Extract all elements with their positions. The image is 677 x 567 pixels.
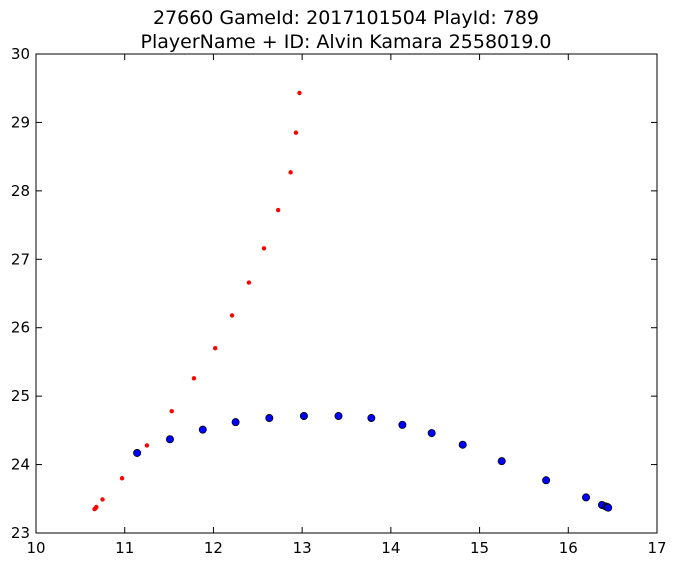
y-tick-labels: 23 24 25 26 27 28 29 30: [11, 45, 30, 542]
y-tick-label: 30: [11, 45, 30, 63]
data-point-dot: [144, 443, 150, 448]
data-point-circle: [198, 425, 207, 434]
x-tick-label: 16: [559, 539, 578, 557]
data-point-circle: [604, 503, 613, 512]
data-point-dot: [100, 497, 105, 502]
data-point-dot: [293, 130, 299, 135]
y-tick-label: 25: [11, 387, 30, 405]
data-point-dot: [246, 280, 252, 285]
x-tick-label: 15: [470, 539, 489, 557]
data-point-circle: [497, 457, 506, 466]
data-points: [92, 90, 613, 512]
x-tick-label: 13: [293, 539, 312, 557]
data-point-dot: [169, 408, 174, 414]
x-tick-label: 11: [115, 539, 134, 557]
data-point-circle: [458, 440, 467, 449]
chart-title-line-1: 27660 GameId: 2017101504 PlayId: 789: [153, 7, 539, 29]
y-tick-label: 26: [11, 319, 30, 337]
data-point-dot: [92, 506, 97, 512]
x-tick-label: 10: [26, 539, 45, 557]
x-tick-label: 14: [381, 539, 400, 557]
data-point-dot: [119, 476, 125, 481]
data-point-circle: [299, 411, 308, 420]
data-point-circle: [334, 411, 343, 420]
data-point-circle: [231, 418, 240, 427]
data-point-dot: [229, 313, 235, 318]
x-tick-label: 12: [204, 539, 223, 557]
data-point-dot: [297, 90, 302, 96]
y-tick-label: 29: [11, 113, 30, 131]
data-point-circle: [398, 420, 407, 429]
data-point-dot: [288, 170, 293, 175]
chart-title-line-2: PlayerName + ID: Alvin Kamara 2558019.0: [141, 31, 552, 53]
data-point-dot: [191, 376, 197, 381]
axis-ticks: [35, 53, 658, 534]
data-point-dot: [213, 346, 218, 351]
data-point-circle: [367, 414, 376, 423]
y-tick-label: 24: [11, 456, 30, 474]
series-1: [133, 411, 613, 512]
data-point-dot: [275, 207, 281, 213]
data-point-circle: [265, 414, 274, 423]
data-point-circle: [133, 448, 142, 457]
data-point-circle: [542, 476, 551, 485]
x-tick-label: 17: [647, 539, 666, 557]
y-tick-label: 28: [11, 182, 30, 200]
y-tick-label: 27: [11, 250, 30, 268]
series-0: [92, 90, 302, 512]
data-point-circle: [582, 493, 591, 502]
x-tick-labels: 10 11 12 13 14 15 16 17: [26, 539, 666, 557]
plot-frame: [35, 53, 658, 534]
data-point-dot: [261, 246, 267, 251]
y-tick-label: 23: [11, 524, 30, 542]
data-point-circle: [427, 429, 436, 438]
data-point-circle: [165, 435, 174, 444]
